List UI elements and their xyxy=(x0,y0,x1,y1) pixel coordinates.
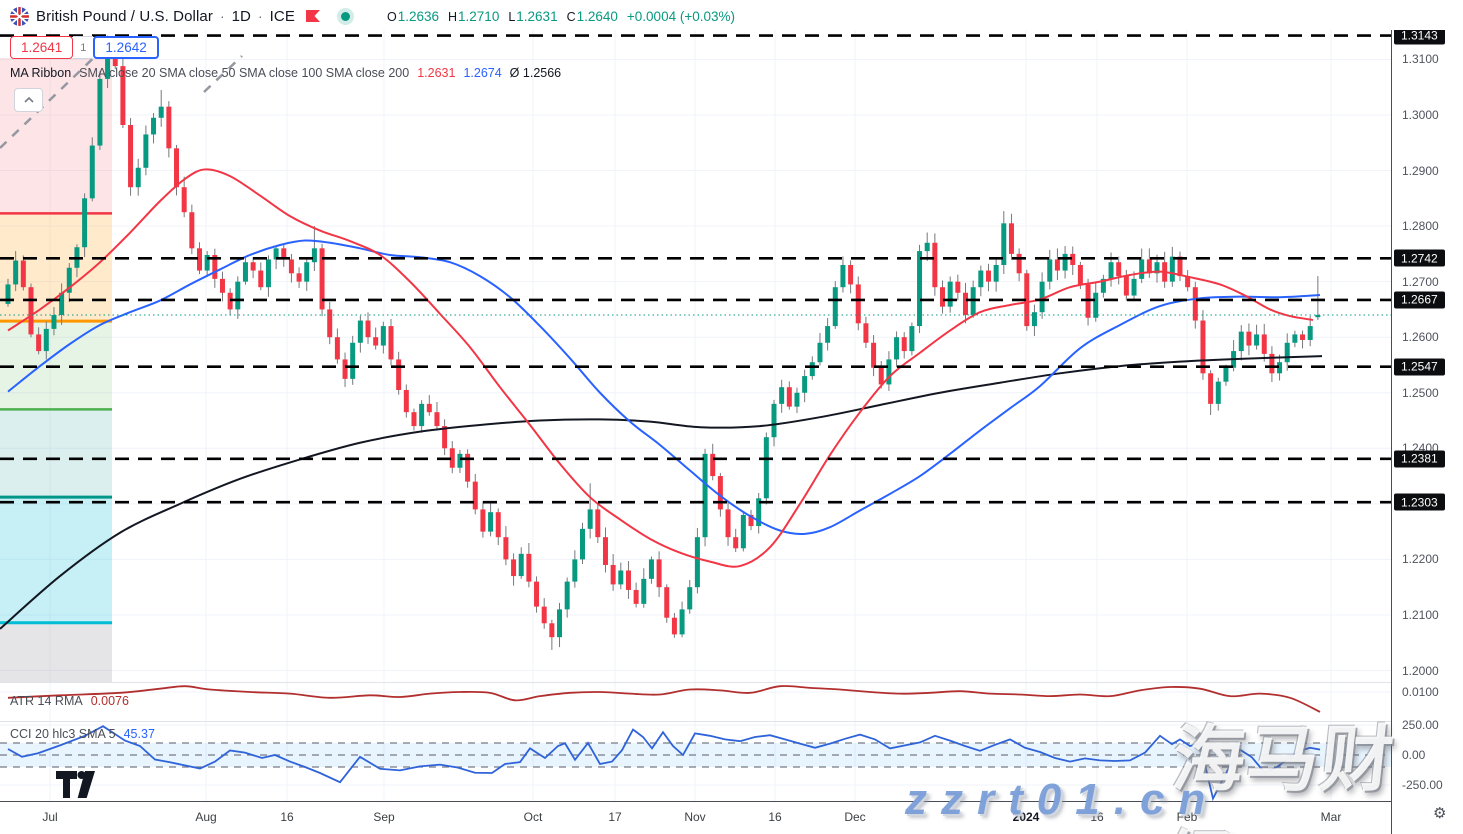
tradingview-logo[interactable] xyxy=(56,771,102,798)
chart-canvas[interactable] xyxy=(0,0,1391,802)
price-axis-label: 1.2200 xyxy=(1402,552,1439,567)
cci-value: 45.37 xyxy=(123,727,155,741)
price-axis-badge: 1.2303 xyxy=(1394,493,1445,511)
atr-axis-label: 0.0100 xyxy=(1402,685,1439,699)
price-axis-badge: 1.2667 xyxy=(1394,291,1445,309)
price-axis-label: 1.2900 xyxy=(1402,163,1439,178)
time-axis-label: 16 xyxy=(768,810,782,824)
time-axis-label: Mar xyxy=(1320,810,1342,824)
price-axis[interactable]: USD 1.31001.30001.29001.28001.27001.2600… xyxy=(1391,0,1463,834)
time-axis-label: 16 xyxy=(1090,810,1104,824)
price-axis-badge: 1.2742 xyxy=(1394,249,1445,267)
price-axis-label: 1.2500 xyxy=(1402,385,1439,400)
time-axis-label: Feb xyxy=(1176,810,1198,824)
sma50-value: 1.2674 xyxy=(463,66,502,80)
cci-legend[interactable]: CCI 20 hlc3 SMA 5 45.37 xyxy=(10,727,155,741)
atr-title[interactable]: ATR 14 RMA xyxy=(10,694,83,708)
low-value: 1.2631 xyxy=(516,8,558,24)
time-axis-label: Aug xyxy=(195,810,217,824)
buy-button[interactable]: 1.2642 xyxy=(93,36,159,59)
time-axis-label: 16 xyxy=(280,810,294,824)
header-strip xyxy=(0,0,1463,30)
atr-value: 0.0076 xyxy=(90,694,129,708)
cci-axis-label: 0.00 xyxy=(1402,748,1426,762)
time-axis-label: Oct xyxy=(523,810,543,824)
bid-ask-row: 1.2641 1 1.2642 xyxy=(10,36,159,59)
title-separator: · xyxy=(257,8,263,24)
interval-label[interactable]: 1D xyxy=(231,7,251,25)
open-value: 1.2636 xyxy=(397,8,439,24)
time-axis-label: Sep xyxy=(373,810,395,824)
change-value: +0.0004 (+0.03%) xyxy=(626,8,735,24)
axis-settings-gear-icon[interactable]: ⚙ xyxy=(1433,805,1447,822)
market-status-icon[interactable] xyxy=(336,7,354,25)
ma-average: Ø 1.2566 xyxy=(509,66,562,80)
flag-marker-icon[interactable] xyxy=(305,9,320,23)
symbol-title[interactable]: British Pound / U.S. Dollar xyxy=(36,7,213,25)
sell-button[interactable]: 1.2641 xyxy=(10,36,74,59)
price-axis-label: 1.3100 xyxy=(1402,52,1439,67)
high-value: 1.2710 xyxy=(458,8,500,24)
close-value: 1.2640 xyxy=(576,8,618,24)
pane-separator-cci[interactable] xyxy=(0,721,1463,722)
price-axis-badge: 1.2547 xyxy=(1394,358,1445,376)
time-axis[interactable]: Jul Aug 16 Sep Oct 17 Nov 16 Dec 2024 16 Feb Mar xyxy=(0,802,1391,834)
time-axis-label: Dec xyxy=(844,810,866,824)
price-axis-label: 1.2000 xyxy=(1402,663,1439,678)
ma-ribbon-title[interactable]: MA Ribbon xyxy=(10,66,72,80)
ohlc-readout: O1.2636 H1.2710 L1.2631 C1.2640 +0.0004 … xyxy=(386,8,735,24)
time-axis-label: Jul xyxy=(42,810,58,824)
time-axis-label: 17 xyxy=(608,810,622,824)
cci-title[interactable]: CCI 20 hlc3 SMA 5 xyxy=(10,727,116,741)
spread-value: 1 xyxy=(73,36,94,59)
price-axis-label: 1.2700 xyxy=(1402,274,1439,289)
symbol-flag-icon xyxy=(10,6,29,26)
time-axis-label: Nov xyxy=(684,810,706,824)
pane-separator-atr[interactable] xyxy=(0,682,1463,683)
price-axis-label: 1.2800 xyxy=(1402,219,1439,234)
title-separator: · xyxy=(219,8,225,24)
price-axis-badge: 1.2381 xyxy=(1394,450,1445,468)
time-axis-label: 2024 xyxy=(1012,810,1040,824)
ma-ribbon-params: SMA close 20 SMA close 50 SMA close 100 … xyxy=(79,66,410,80)
sma20-value: 1.2631 xyxy=(417,66,456,80)
price-axis-label: 1.3000 xyxy=(1402,108,1439,122)
exchange-label: ICE xyxy=(269,7,295,25)
collapse-legend-button[interactable] xyxy=(14,88,43,112)
atr-legend[interactable]: ATR 14 RMA 0.0076 xyxy=(10,694,129,708)
price-axis-badge: 1.3143 xyxy=(1394,27,1445,45)
cci-axis-label: 250.00 xyxy=(1402,718,1439,732)
symbol-legend[interactable]: British Pound / U.S. Dollar · 1D · ICE O… xyxy=(10,4,735,28)
time-axis-border xyxy=(0,801,1463,802)
price-axis-label: 1.2100 xyxy=(1402,607,1439,622)
price-axis-label: 1.2600 xyxy=(1402,330,1439,345)
cci-axis-label: -250.00 xyxy=(1402,778,1443,792)
ma-ribbon-legend[interactable]: MA Ribbon SMA close 20 SMA close 50 SMA … xyxy=(10,66,561,80)
